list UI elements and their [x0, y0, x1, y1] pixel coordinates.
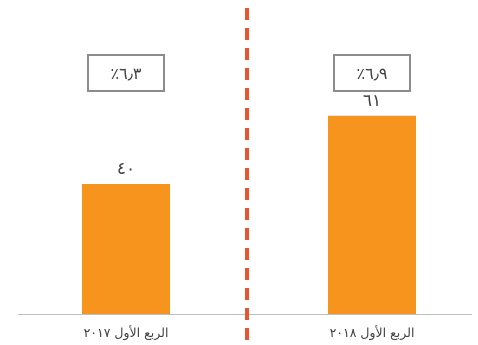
value-label-2: ٤٠ — [117, 159, 135, 179]
bar-2 — [82, 184, 170, 314]
growth-box-1 — [333, 54, 411, 92]
x-tick-label-1: الربع الأول ٢٠١٨ — [330, 325, 415, 341]
growth-label-2: ٪٦٫٣ — [111, 64, 142, 83]
x-tick-labels: الربع الأول ٢٠١٨ الربع الأول ٢٠١٧ — [84, 325, 415, 341]
growth-box-2 — [87, 54, 165, 92]
growth-boxes: ٪٦٫٩ ٪٦٫٣ — [87, 54, 411, 92]
bar-1 — [328, 115, 416, 314]
bars — [82, 115, 416, 314]
x-tick-label-2: الربع الأول ٢٠١٧ — [84, 325, 169, 341]
value-labels: ٦١ ٤٠ — [117, 91, 381, 179]
value-label-1: ٦١ — [363, 91, 381, 111]
growth-label-1: ٪٦٫٩ — [357, 64, 388, 83]
